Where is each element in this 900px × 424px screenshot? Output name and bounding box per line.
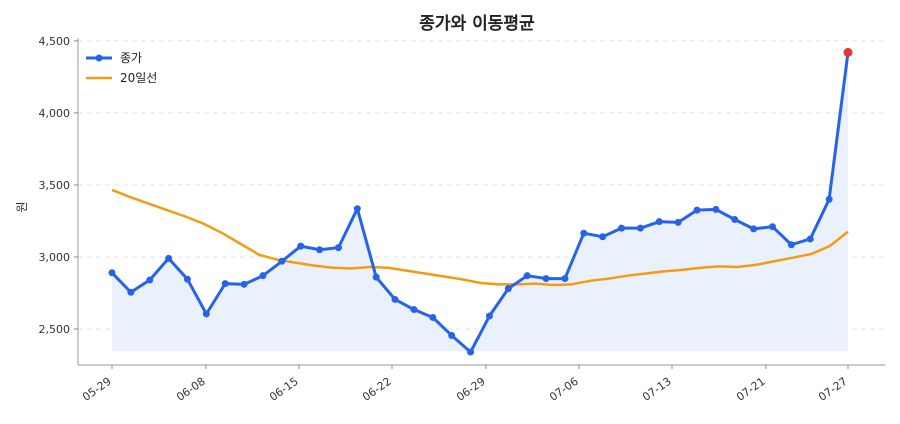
close-point [769, 223, 777, 231]
close-point [523, 272, 531, 280]
close-point [391, 295, 399, 303]
close-area-fill [112, 52, 848, 353]
close-point [787, 241, 795, 249]
close-point [372, 273, 380, 281]
close-point [183, 275, 191, 283]
close-area [112, 52, 848, 353]
legend-label-ma20: 20일선 [120, 71, 157, 85]
close-point [297, 242, 305, 250]
close-point [108, 269, 116, 277]
close-point [580, 229, 588, 237]
close-point [674, 218, 682, 226]
close-point [504, 285, 512, 293]
close-point [240, 280, 248, 288]
close-point [146, 276, 154, 284]
legend-label-close: 종가 [120, 51, 142, 65]
y-tick-label: 4,500 [39, 35, 71, 48]
x-tick-label: 06-29 [454, 375, 488, 404]
close-point [618, 224, 626, 232]
y-tick-label: 4,000 [39, 107, 71, 120]
chart-title: 종가와 이동평균 [419, 14, 535, 34]
close-point [202, 310, 210, 318]
close-point [485, 312, 493, 320]
x-tick-label: 06-22 [360, 375, 394, 404]
y-tick-label: 3,500 [39, 179, 71, 192]
y-tick-label: 3,000 [39, 251, 71, 264]
x-tick-label: 07-06 [547, 375, 581, 404]
x-tick-label: 05-29 [80, 375, 114, 404]
x-tick-label: 07-21 [734, 375, 768, 404]
close-point [542, 275, 550, 283]
x-tick-label: 07-27 [816, 375, 850, 404]
close-point [712, 205, 720, 213]
close-point [278, 257, 286, 265]
x-tick-label: 07-13 [640, 375, 674, 404]
close-point [127, 288, 135, 296]
axes [74, 38, 885, 369]
legend: 종가 20일선 [86, 51, 157, 85]
close-point [410, 306, 418, 314]
close-point [561, 275, 569, 283]
x-tick-label: 06-15 [267, 375, 301, 404]
close-point [599, 233, 607, 241]
close-points [108, 47, 853, 356]
close-point [316, 246, 324, 254]
close-point [806, 235, 814, 243]
series-line-ma20 [111, 188, 849, 287]
close-point [750, 225, 758, 233]
legend-marker-close [95, 54, 103, 62]
last-close-point [843, 47, 853, 57]
x-tick-label: 06-08 [174, 375, 208, 404]
close-point [655, 218, 663, 226]
close-point [259, 272, 267, 280]
close-point [353, 205, 361, 213]
series-line-close [110, 52, 850, 354]
y-axis-label: 원 [15, 201, 29, 212]
close-point [467, 348, 475, 356]
close-point [334, 244, 342, 252]
close-point [429, 313, 437, 321]
close-point [825, 195, 833, 203]
series-lines [110, 52, 850, 354]
y-tick-label: 2,500 [39, 323, 71, 336]
close-point [221, 280, 229, 288]
close-point [165, 254, 173, 262]
close-point [693, 206, 701, 214]
close-point [448, 331, 456, 339]
close-point [636, 224, 644, 232]
close-point [731, 216, 739, 224]
